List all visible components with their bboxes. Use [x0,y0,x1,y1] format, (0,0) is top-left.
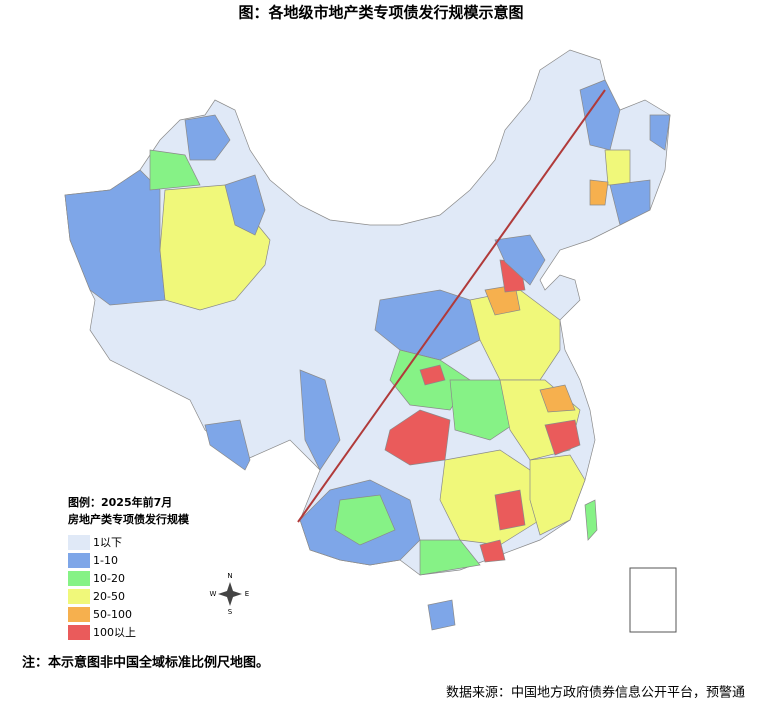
region [149,149,201,191]
legend-swatch [68,571,90,586]
legend-label: 1以下 [93,536,122,549]
legend-swatch [68,553,90,568]
legend-swatch [68,589,90,604]
region [604,149,631,186]
region [589,179,609,206]
source: 数据来源：中国地方政府债券信息公开平台，预警通 [446,685,745,701]
legend-title: 房地产类专项债发行规模 [68,512,190,526]
compass: N S W E [210,572,250,616]
title: 图：各地级市地产类专项债发行规模示意图 [238,4,523,22]
region [419,364,446,386]
hu-line [297,89,606,523]
region [374,289,481,361]
region [649,114,671,151]
region [334,494,396,546]
legend-title: 图例：2025年前7月 [68,495,172,509]
legend-label: 100以上 [93,626,136,639]
compass-label: E [245,590,249,598]
region [544,419,581,456]
legend-swatch [68,535,90,550]
legend-label: 1-10 [93,554,118,567]
region [479,539,506,563]
note: 注：本示意图非中国全域标准比例尺地图。 [22,655,269,671]
legend-swatch [68,607,90,622]
legend: 图例：2025年前7月 房地产类专项债发行规模 1以下 1-10 10-20 20-5… [68,495,190,640]
legend-label: 10-20 [93,572,125,585]
region [494,489,526,531]
island [427,599,456,631]
compass-label: S [228,608,233,616]
legend-label: 20-50 [93,590,125,603]
region [184,114,231,161]
region [539,384,576,413]
compass-label: N [227,572,232,580]
island [584,499,598,541]
region [224,174,266,236]
region [204,419,251,471]
region [529,454,586,536]
region [449,379,521,441]
region [579,79,621,151]
legend-label: 50-100 [93,608,132,621]
china-map [64,49,671,631]
region [494,234,546,286]
legend-swatch [68,625,90,640]
compass-rose [218,590,242,598]
region [299,369,341,471]
region [469,289,561,381]
compass-label: W [210,590,217,598]
inset-box [629,567,677,633]
region [609,179,651,226]
region [419,539,481,576]
